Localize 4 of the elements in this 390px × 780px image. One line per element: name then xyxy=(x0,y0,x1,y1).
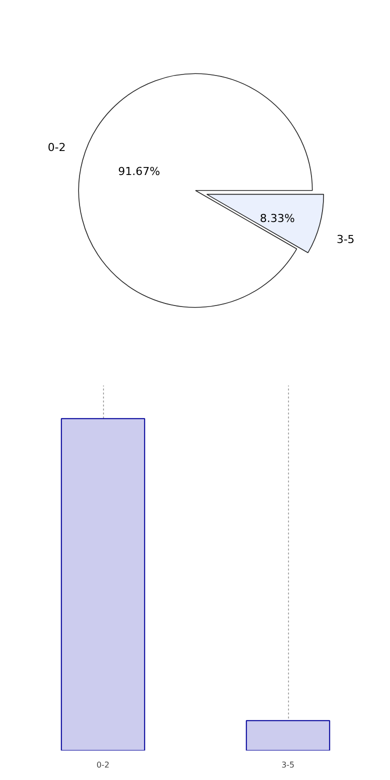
slice-label: 3-5 xyxy=(336,232,355,246)
slice-label: 0-2 xyxy=(48,140,66,154)
data-label: 91.67% xyxy=(118,164,160,178)
data-label: 8.33% xyxy=(260,212,295,225)
